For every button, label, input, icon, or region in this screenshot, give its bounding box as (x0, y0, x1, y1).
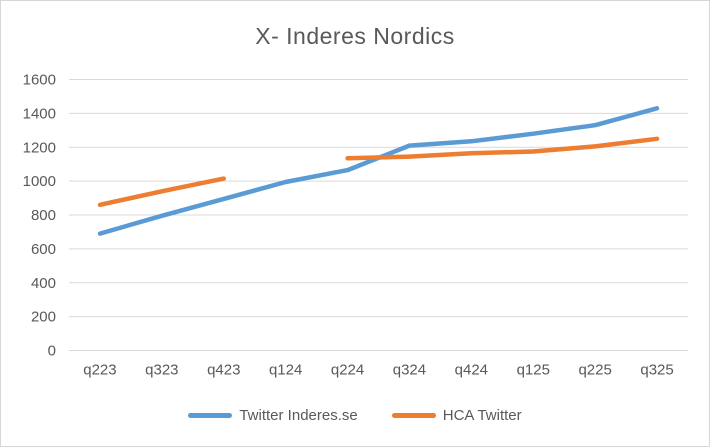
x-axis-category-label: q423 (207, 362, 240, 379)
chart-legend: Twitter Inderes.se HCA Twitter (1, 407, 709, 424)
x-axis-category-label: q323 (145, 362, 178, 379)
legend-swatch-blue-line-icon (188, 413, 233, 418)
y-axis-tick-label: 1000 (23, 173, 56, 190)
x-axis-category-label: q324 (393, 362, 426, 379)
y-axis-tick-label: 600 (31, 241, 56, 258)
y-axis-tick-label: 1200 (23, 139, 56, 156)
x-axis-category-label: q223 (83, 362, 116, 379)
legend-swatch-orange-line-icon (391, 413, 436, 418)
legend-label: HCA Twitter (442, 407, 522, 424)
x-axis-category-label: q225 (578, 362, 611, 379)
y-axis-tick-label: 200 (31, 309, 56, 326)
legend-item-hca-twitter: HCA Twitter (391, 407, 522, 424)
chart-title: X- Inderes Nordics (255, 23, 455, 49)
y-axis-tick-label: 400 (31, 275, 56, 292)
y-axis-tick-label: 0 (48, 343, 56, 360)
legend-label: Twitter Inderes.se (239, 407, 358, 424)
x-axis-category-label: q224 (331, 362, 364, 379)
legend-item-twitter-inderes: Twitter Inderes.se (188, 407, 358, 424)
series-line-1 (97, 136, 660, 208)
x-axis-category-label: q424 (455, 362, 488, 379)
y-axis-tick-label: 1600 (23, 72, 56, 89)
x-axis-category-label: q325 (640, 362, 673, 379)
y-axis-tick-label: 800 (31, 207, 56, 224)
y-axis-tick-label: 1400 (23, 105, 56, 122)
x-axis-category-label: q125 (517, 362, 550, 379)
x-axis-category-label: q124 (269, 362, 302, 379)
